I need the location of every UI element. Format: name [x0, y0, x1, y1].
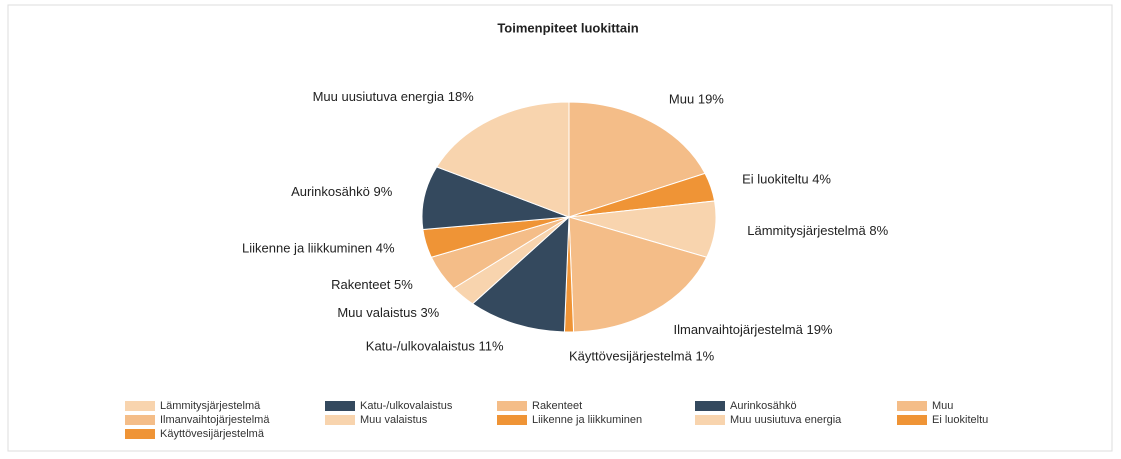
- slice-label-name: Lämmitysjärjestelmä: [747, 224, 866, 239]
- legend-label: Ei luokiteltu: [932, 414, 988, 426]
- slice-label-value: 5%: [394, 277, 413, 292]
- legend-swatch: [695, 401, 725, 411]
- legend-swatch: [125, 401, 155, 411]
- pie-slice: [471, 215, 570, 333]
- slice-label-name: Aurinkosähkö: [291, 185, 370, 200]
- slice-label-value: 1%: [695, 349, 714, 364]
- legend-swatch: [125, 415, 155, 425]
- slice-label-name: Rakenteet: [331, 277, 391, 292]
- slice-label: Ei luokiteltu 4%: [742, 172, 831, 187]
- slice-label: Ilmanvaihtojärjestelmä 19%: [674, 322, 833, 337]
- legend-swatch: [325, 401, 355, 411]
- slice-label: Lämmitysjärjestelmä 8%: [747, 224, 888, 239]
- legend-label: Liikenne ja liikkuminen: [532, 414, 642, 426]
- legend-label: Muu valaistus: [360, 414, 428, 426]
- slice-label: Rakenteet 5%: [331, 277, 413, 292]
- legend-swatch: [497, 415, 527, 425]
- slice-label-name: Katu-/ulkovalaistus: [366, 339, 476, 354]
- slice-label: Muu 19%: [669, 92, 724, 107]
- chart-title: Toimenpiteet luokittain: [497, 20, 638, 35]
- slice-label-value: 9%: [373, 185, 392, 200]
- slice-label-name: Ilmanvaihtojärjestelmä: [674, 322, 804, 337]
- slice-label-value: 4%: [376, 241, 395, 256]
- legend-label: Muu uusiutuva energia: [730, 414, 842, 426]
- pie-slice: [568, 101, 706, 218]
- legend-swatch: [695, 415, 725, 425]
- slice-label: Käyttövesijärjestelmä 1%: [569, 349, 715, 364]
- legend-label: Käyttövesijärjestelmä: [160, 428, 265, 440]
- pie-slice: [435, 101, 570, 218]
- legend-swatch: [897, 401, 927, 411]
- slice-label-name: Muu: [669, 92, 694, 107]
- slice-label-name: Muu uusiutuva energia: [313, 90, 445, 105]
- legend-label: Aurinkosähkö: [730, 400, 797, 412]
- legend-label: Ilmanvaihtojärjestelmä: [160, 414, 270, 426]
- legend-label: Katu-/ulkovalaistus: [360, 400, 453, 412]
- slice-label-value: 3%: [420, 305, 439, 320]
- slice-label: Liikenne ja liikkuminen 4%: [242, 241, 395, 256]
- legend-label: Muu: [932, 400, 953, 412]
- legend-swatch: [325, 415, 355, 425]
- legend-label: Lämmitysjärjestelmä: [160, 400, 261, 412]
- legend-swatch: [897, 415, 927, 425]
- slice-label-name: Muu valaistus: [337, 305, 417, 320]
- pie-slice: [568, 216, 708, 333]
- pie-slice: [421, 166, 570, 231]
- legend-label: Rakenteet: [532, 400, 582, 412]
- slice-label: Aurinkosähkö 9%: [291, 185, 393, 200]
- slice-label-name: Liikenne ja liikkuminen: [242, 241, 372, 256]
- slice-label-value: 19%: [698, 92, 724, 107]
- slice-label: Muu uusiutuva energia 18%: [313, 90, 475, 105]
- slice-label-value: 4%: [812, 172, 831, 187]
- slice-label-value: 18%: [448, 90, 474, 105]
- slice-label-name: Ei luokiteltu: [742, 172, 808, 187]
- slice-label-name: Käyttövesijärjestelmä: [569, 349, 693, 364]
- slice-label: Katu-/ulkovalaistus 11%: [366, 339, 504, 354]
- slice-label: Muu valaistus 3%: [337, 305, 439, 320]
- legend-swatch: [125, 429, 155, 439]
- slice-label-value: 8%: [869, 224, 888, 239]
- slice-label-value: 11%: [479, 339, 504, 354]
- legend-swatch: [497, 401, 527, 411]
- slice-label-value: 19%: [806, 322, 832, 337]
